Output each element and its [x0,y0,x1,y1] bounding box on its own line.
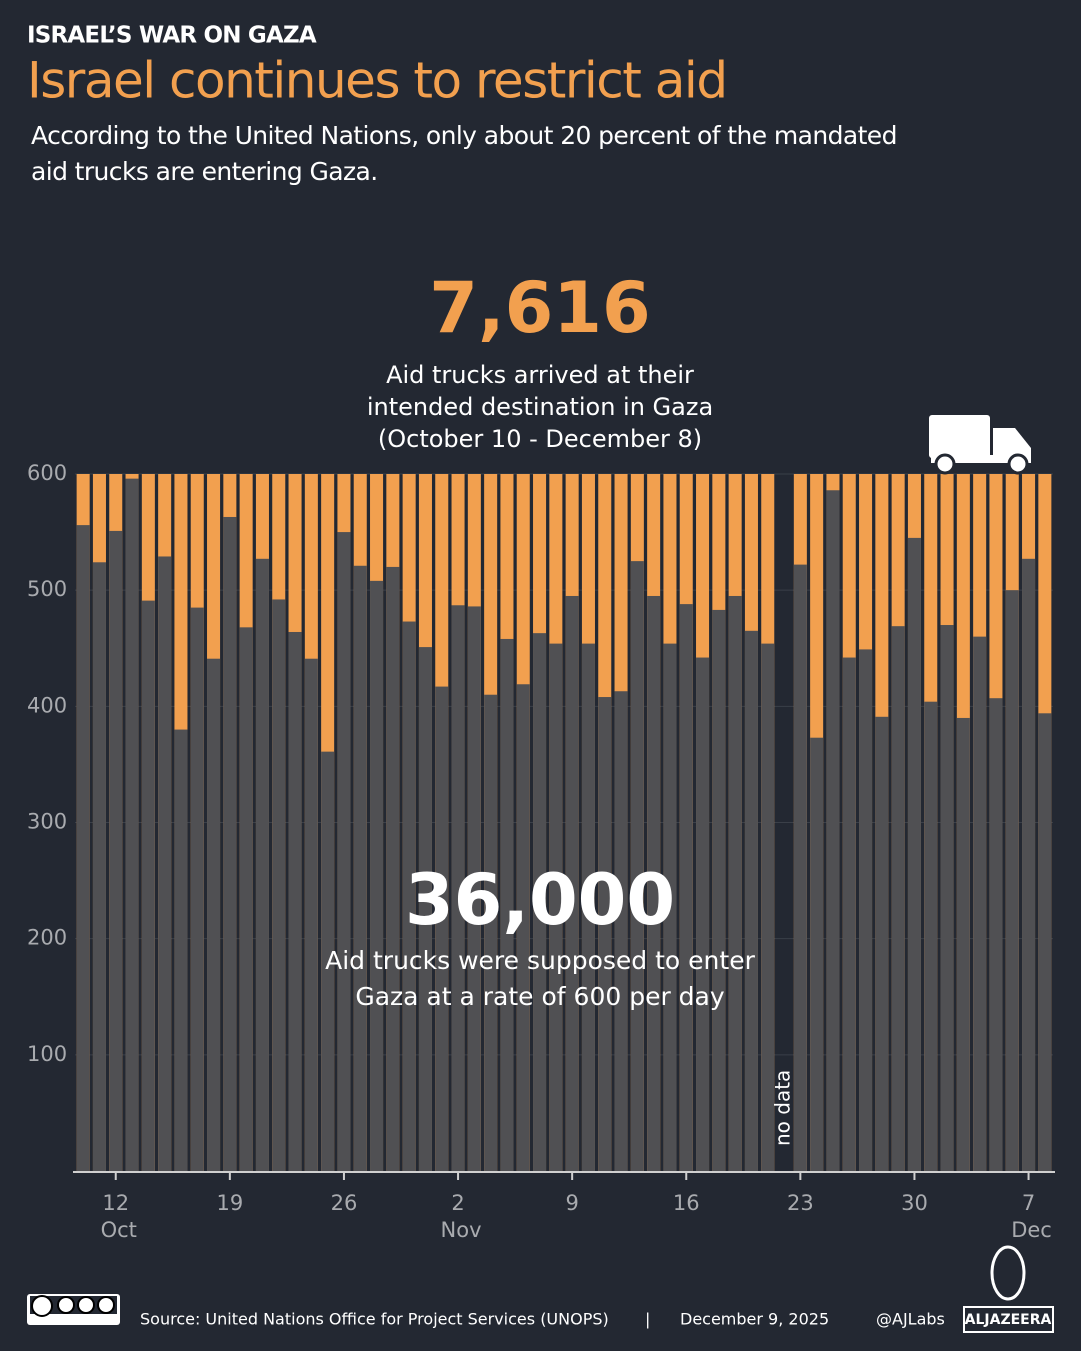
bar [1022,558,1036,1171]
bar [826,490,840,1172]
bar [207,658,221,1171]
bar [859,649,873,1171]
x-tick-label: 9 [565,1191,578,1215]
bar [956,717,970,1171]
bar [386,566,400,1171]
bar [598,697,612,1171]
x-tick-label: 2 [451,1191,464,1215]
truck-icon [929,415,1031,475]
bar [418,647,432,1171]
plot: 100 200 300 400 500 600 no data 12 Oct 19 26 2 Nov 9 1… [27,461,1055,1242]
source: Source: United Nations Office for Projec… [140,1310,609,1329]
bar [239,627,253,1171]
bar [516,684,530,1171]
bar [875,716,889,1171]
bar [728,595,742,1171]
bar [761,643,775,1171]
bar [484,694,498,1171]
bar [630,561,644,1171]
y-tick-label: 600 [27,461,67,485]
x-month-label: Oct [101,1218,137,1242]
bar [924,701,938,1171]
bar [663,643,677,1171]
bar [679,604,693,1171]
bar [907,537,921,1171]
x-tick-label: 26 [331,1191,358,1215]
x-month-label: Dec [1011,1218,1052,1242]
bar [223,516,237,1171]
y-tick-label: 100 [27,1042,67,1066]
annotation-text: Aid trucks arrived at their [386,361,694,389]
bar [402,621,416,1171]
bar [973,636,987,1171]
annotation-text: (October 10 - December 8) [378,425,702,453]
bar [141,600,155,1171]
date: December 9, 2025 [680,1310,829,1329]
bar [1038,713,1052,1171]
x-tick-label: 30 [901,1191,928,1215]
bar [288,631,302,1171]
x-month-label: Nov [441,1218,482,1242]
bar [793,564,807,1171]
y-tick-label: 400 [27,693,67,717]
bar [891,626,905,1171]
bar [174,729,188,1171]
bar [255,558,269,1171]
y-tick-label: 500 [27,577,67,601]
bar [353,565,367,1171]
bar [76,525,90,1171]
bar [125,478,139,1171]
bar [304,658,318,1171]
bar [158,556,172,1171]
y-tick-label: 300 [27,810,67,834]
no-data-label: no data [771,1070,795,1146]
bar [744,630,758,1171]
separator: | [645,1310,650,1329]
bar [1005,590,1019,1171]
annotation-text: intended destination in Gaza [367,393,713,421]
annotation-text: Aid trucks were supposed to enter [325,946,755,975]
bar [500,638,514,1171]
x-tick-label: 23 [787,1191,814,1215]
bar [712,609,726,1171]
bar [581,643,595,1171]
bar [92,562,106,1171]
annotation-number: 36,000 [405,859,675,941]
brand: ALJAZEERA [965,1312,1052,1328]
bar [321,751,335,1171]
annotation-text: Gaza at a rate of 600 per day [355,982,725,1011]
bar [337,532,351,1171]
x-tick-label: 12 [102,1191,129,1215]
bar [989,698,1003,1171]
x-tick-label: 16 [673,1191,700,1215]
x-tick-label: 19 [216,1191,243,1215]
y-tick-label: 200 [27,926,67,950]
annotation-number: 7,616 [429,267,650,349]
bar [940,625,954,1171]
x-tick-label: 7 [1022,1191,1035,1215]
subtitle: aid trucks are entering Gaza. [31,157,378,186]
bar [190,607,204,1171]
bar [565,595,579,1171]
kicker: ISRAEL’S WAR ON GAZA [27,23,317,49]
bar [647,595,661,1171]
bar [451,605,465,1171]
bar [533,633,547,1171]
subtitle: According to the United Nations, only ab… [31,121,897,150]
bar [810,737,824,1171]
bar [109,530,123,1171]
bar [370,580,384,1171]
bar [435,686,449,1171]
bar [467,606,481,1171]
handle: @AJLabs [876,1310,945,1329]
bar [614,691,628,1171]
chart-title: Israel continues to restrict aid [27,52,727,110]
aljazeera-logo [963,1245,1054,1333]
bar [696,657,710,1171]
bar [272,599,286,1171]
bar [549,643,563,1171]
bar [842,657,856,1171]
cc-license [27,1294,120,1325]
